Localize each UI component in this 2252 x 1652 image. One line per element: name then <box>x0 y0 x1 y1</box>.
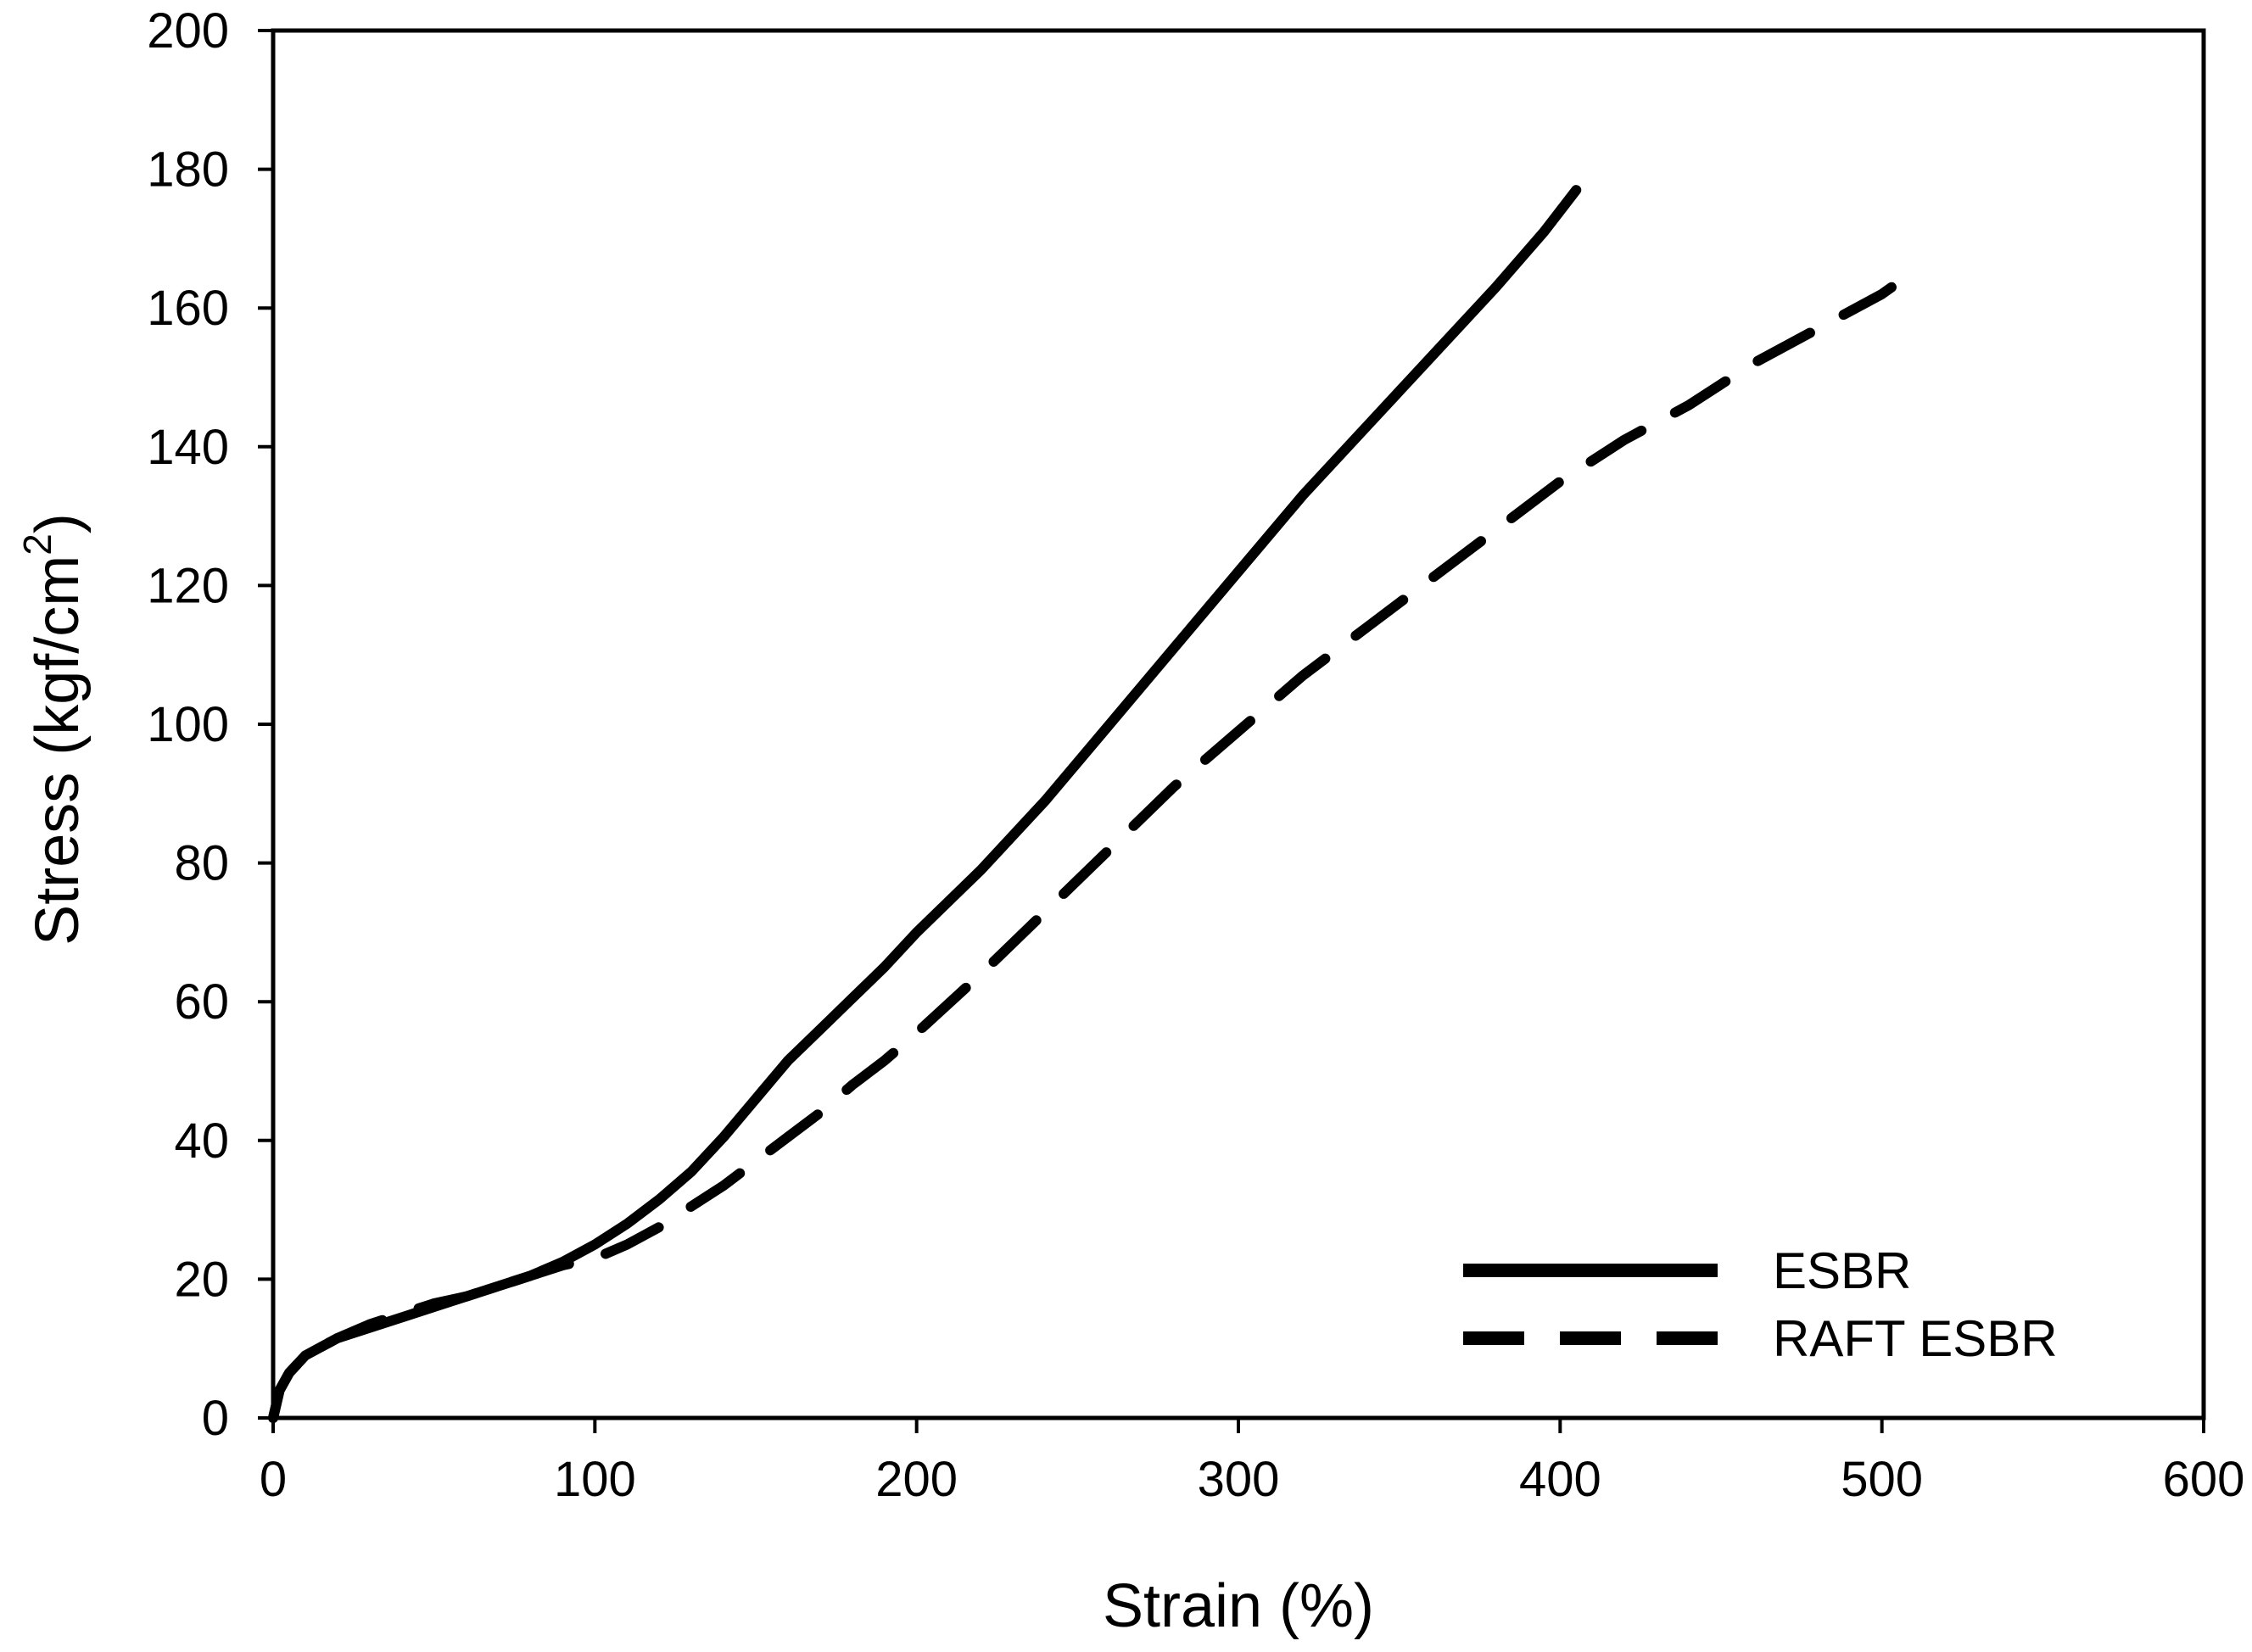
x-axis: 0 100 200 300 400 500 600 <box>260 1418 2245 1507</box>
x-tick-label: 100 <box>554 1452 636 1507</box>
plot-area-frame <box>271 28 2206 1420</box>
y-tick-label: 180 <box>147 142 229 198</box>
y-tick-label: 80 <box>174 836 229 891</box>
x-tick-label: 500 <box>1841 1452 1923 1507</box>
x-tick-label: 200 <box>875 1452 958 1507</box>
legend-label-raft-esbr: RAFT ESBR <box>1773 1310 2058 1367</box>
x-tick-label: 0 <box>260 1452 287 1507</box>
y-axis: 0 20 40 60 80 100 120 140 160 180 200 <box>147 3 273 1446</box>
y-tick-label: 100 <box>147 697 229 752</box>
y-tick-label: 60 <box>174 974 229 1030</box>
y-tick-label: 160 <box>147 281 229 336</box>
y-tick-label: 40 <box>174 1113 229 1169</box>
y-axis-title-close: ) <box>24 513 92 533</box>
y-tick-label: 200 <box>147 3 229 59</box>
x-tick-label: 400 <box>1519 1452 1601 1507</box>
y-axis-title: Stress (kgf/cm2) <box>15 513 92 946</box>
series-line-esbr <box>268 185 1582 1423</box>
y-axis-title-superscript: 2 <box>15 533 59 555</box>
y-tick-label: 140 <box>147 420 229 475</box>
x-axis-title: Strain (%) <box>1103 1572 1374 1640</box>
y-tick-label: 20 <box>174 1252 229 1307</box>
x-tick-label: 600 <box>2163 1452 2245 1507</box>
series-layer <box>268 185 1897 1423</box>
series-line-raft-esbr <box>268 282 1897 1423</box>
y-tick-label: 0 <box>202 1391 229 1446</box>
y-axis-title-main: Stress (kgf/cm <box>24 555 92 946</box>
legend: ESBR RAFT ESBR <box>1463 1242 2058 1367</box>
legend-label-esbr: ESBR <box>1773 1242 1911 1299</box>
x-tick-label: 300 <box>1198 1452 1280 1507</box>
y-tick-label: 120 <box>147 558 229 613</box>
